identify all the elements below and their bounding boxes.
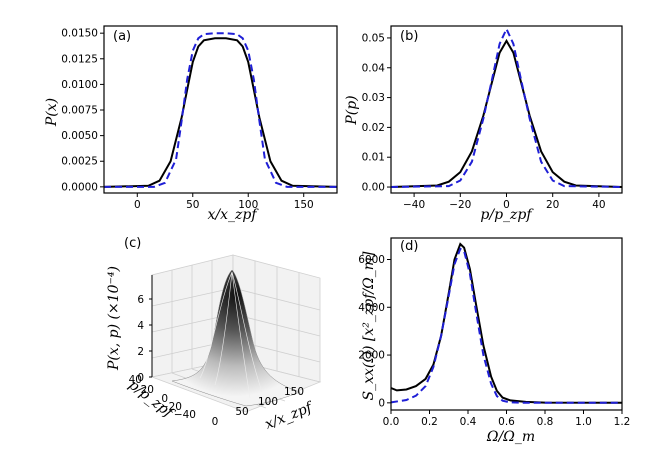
panel-a-xtick-label: 50 [186, 199, 199, 211]
panel-c-ztick-label: 6 [137, 294, 144, 306]
panel-a-ytick-label: 0.0150 [61, 28, 98, 40]
panel-c: P(x, p) (×10⁻⁴) p/p_zpf x/x_zpf (c) 0246… [106, 236, 322, 433]
panel-a-series-solid [103, 37, 338, 188]
panel-b-xlabel: p/p_zpf [480, 207, 534, 223]
panel-a-ytick-label: 0.0100 [61, 79, 98, 91]
panel-a-ytick-label: 0.0125 [61, 53, 98, 65]
panel-c-surface-ridge [199, 271, 263, 399]
panel-d: S_xx(Ω) [x²_zpf/Ω_m] Ω/Ω_m (d) 0.0 0.2 0.4… [358, 237, 631, 445]
panel-a-label: (a) [113, 29, 131, 44]
panel-a-ytick-label: 0.0025 [61, 156, 98, 168]
panel-a-xlabel: x/x_zpf [207, 207, 259, 223]
panel-d-ytick-label: 0 [378, 397, 385, 409]
panel-b-xtick-label: −40 [403, 199, 425, 211]
panel-d-series-solid [390, 242, 623, 404]
panel-c-xtick-label: 100 [258, 396, 278, 408]
panel-c-ytick-label: 0 [161, 393, 168, 405]
panel-b-ytick-label: 0.03 [362, 92, 385, 104]
panel-c-ztick-label: 4 [137, 320, 144, 332]
panel-d-xtick-label: 0.6 [498, 416, 515, 428]
panel-a-ytick-label: 0.0075 [61, 105, 98, 117]
panel-b-xtick-label: 20 [546, 199, 559, 211]
panel-b-ytick-label: 0.02 [362, 122, 385, 134]
panel-d-series-dashed [390, 247, 622, 404]
panel-d-xtick-label: 0.4 [460, 416, 477, 428]
panel-a: P(x) x/x_zpf (a) 0 50 100 150 0.0000 0.0025 0.… [44, 25, 338, 223]
panel-c-label: (c) [124, 236, 141, 251]
panel-b: P(p) p/p_zpf (b) −40 −20 0 20 40 0.00 0.01 0.02… [344, 25, 623, 223]
panel-d-xtick-label: 1.2 [614, 416, 631, 428]
panel-b-series-solid [390, 38, 623, 188]
panel-b-ylabel: P(p) [344, 95, 360, 125]
panel-c-ytick-label: −20 [160, 401, 182, 413]
panel-b-xtick-label: −20 [449, 199, 471, 211]
panel-c-ytick-label: 20 [141, 384, 154, 396]
panel-d-ylabel: S_xx(Ω) [x²_zpf/Ω_m] [361, 251, 377, 400]
panel-c-ytick-label: −40 [174, 409, 196, 421]
panel-a-series-dashed [104, 32, 337, 188]
panel-d-xtick-label: 0.2 [421, 416, 438, 428]
panel-a-ytick-label: 0.0050 [61, 130, 98, 142]
panel-d-xlabel: Ω/Ω_m [486, 429, 535, 445]
panel-c-ztick-label: 0 [137, 372, 144, 384]
panel-a-xtick-label: 100 [238, 199, 258, 211]
panel-d-xtick-label: 0.8 [537, 416, 554, 428]
panel-d-xtick-label: 1.0 [575, 416, 592, 428]
panel-d-ytick-label: 4000 [358, 302, 385, 314]
panel-b-series-dashed [390, 26, 623, 188]
panel-a-frame [103, 25, 338, 194]
panel-c-xtick-label: 0 [212, 416, 219, 428]
panel-b-ytick-label: 0.04 [362, 62, 386, 74]
panel-b-xtick-label: 40 [592, 199, 605, 211]
panel-a-ytick-label: 0.0000 [61, 181, 98, 193]
panel-b-label: (b) [400, 29, 418, 44]
panel-c-xtick-label: 150 [284, 386, 304, 398]
panel-d-frame [390, 237, 623, 411]
panel-b-ytick-label: 0.01 [362, 152, 385, 164]
panel-c-xtick-label: 50 [235, 406, 248, 418]
panel-c-zlabel: P(x, p) (×10⁻⁴) [106, 266, 122, 371]
panel-a-xtick-label: 150 [294, 199, 314, 211]
panel-b-frame [390, 25, 623, 194]
panel-b-ytick-label: 0.00 [362, 182, 385, 194]
panel-d-ytick-label: 6000 [358, 254, 385, 266]
panel-a-xtick-label: 0 [134, 199, 141, 211]
panel-b-ytick-label: 0.05 [362, 32, 385, 44]
panel-d-label: (d) [400, 239, 418, 254]
panel-c-ytick-label: 40 [129, 374, 142, 386]
panel-a-ylabel: P(x) [44, 98, 60, 127]
panel-b-xtick-label: 0 [503, 199, 510, 211]
panel-c-surface [171, 269, 301, 407]
panel-c-ztick-label: 2 [137, 346, 144, 358]
panel-d-ytick-label: 2000 [358, 350, 385, 362]
panel-d-xtick-label: 0.0 [383, 416, 400, 428]
